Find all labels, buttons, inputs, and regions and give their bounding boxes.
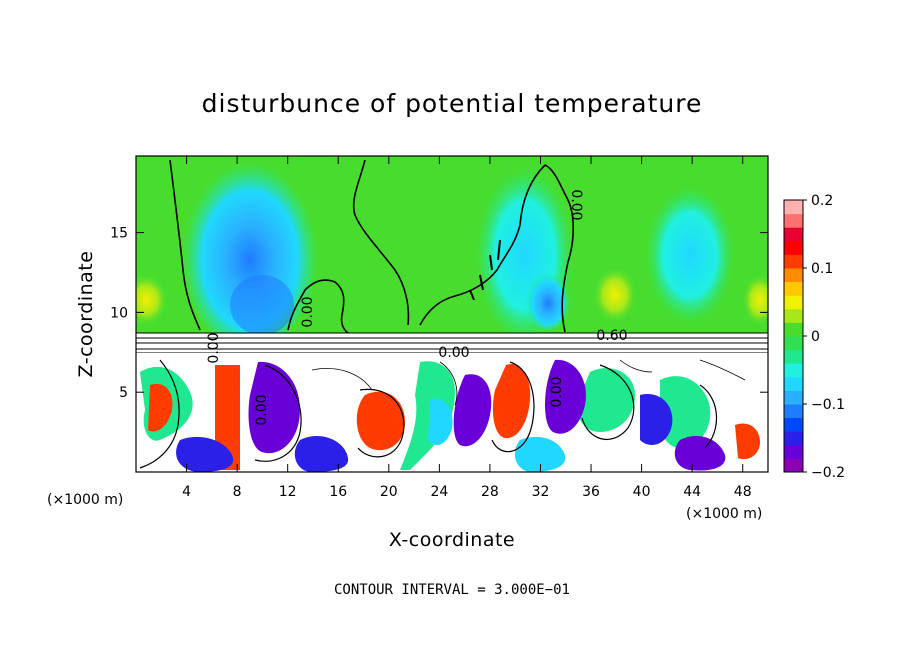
contour-line [169,159,351,335]
colorbar-tick-label: −0.1 [811,397,845,413]
contour-label: 0.00 [206,332,222,363]
x-tick-label: 32 [532,484,550,500]
colorbar-tick-label: 0.2 [811,193,833,209]
colorbar-swatch [784,390,803,405]
colorbar-swatch [784,322,803,337]
colorbar-tick-label: 0.1 [811,261,833,277]
colorbar-swatch [784,200,803,215]
colorbar-swatch [784,268,803,283]
lower-contours [139,359,718,469]
colorbar-swatch [784,404,803,419]
y-tick-label: 10 [110,305,128,321]
anomaly-yellow-far [742,274,768,326]
x-tick-label: 8 [233,484,242,500]
contour-label: 0.00 [300,296,316,327]
y-unit-label: (×1000 m) [47,492,123,508]
x-tick-label: 12 [279,484,297,500]
lower-green-swirls [140,361,711,470]
colorbar-swatch [784,458,803,473]
x-tick-label: 40 [633,484,651,500]
contour-label: 0.00 [254,394,270,425]
x-axis-label: X-coordinate [389,529,515,551]
lower-blue-swirls [176,394,673,472]
colorbar-swatch [784,254,803,269]
lower-contours-thin [311,359,746,406]
colorbar-swatch [784,363,803,378]
colorbar-tick-label: 0 [811,329,820,345]
colorbar-swatch [784,417,803,432]
y-tick-label: 15 [110,226,128,242]
y-axis-label: Z-coordinate [75,251,97,378]
colorbar-swatch [784,295,803,310]
contour-line [544,164,574,333]
colorbar-ticks: 0.2 0.1 0 −0.1 −0.2 [803,193,845,481]
lower-purple-swirls [248,359,726,471]
anomaly-cyan-mid [645,185,735,325]
colorbar-swatch [784,336,803,351]
colorbar-swatch [784,240,803,255]
contour-interval-note: CONTOUR INTERVAL = 3.000E−01 [334,582,570,598]
contour-label: 0.60 [596,328,627,344]
colorbar [784,200,803,473]
chart-title: disturbunce of potential temperature [202,89,703,118]
x-tick-label: 48 [734,484,752,500]
y-axis: 5 10 15 [110,226,768,401]
x-tick-label: 20 [380,484,398,500]
x-unit-label: (×1000 m) [686,506,762,522]
colorbar-swatch [784,444,803,459]
plot-frame [135,155,769,473]
contour-label: 0.00 [438,345,469,361]
x-tick-label: 4 [182,484,191,500]
contour-line [469,239,501,301]
anomaly-yellow-right [593,267,637,323]
x-axis: 4 8 12 16 20 24 28 32 36 40 44 48 [182,156,752,500]
plot-area [136,156,768,472]
contour-line [352,159,546,326]
contour-label: 0.00 [568,189,584,220]
colorbar-swatch [784,281,803,296]
colorbar-swatch [784,376,803,391]
colorbar-swatch [784,213,803,228]
x-tick-label: 36 [582,484,600,500]
y-tick-label: 5 [119,385,128,401]
x-tick-label: 28 [481,484,499,500]
x-tick-label: 16 [329,484,347,500]
colorbar-tick-label: −0.2 [811,465,845,481]
colorbar-swatch [784,227,803,242]
x-tick-label: 24 [430,484,448,500]
colorbar-swatch [784,308,803,323]
colorbar-swatch [784,349,803,364]
x-tick-label: 44 [683,484,701,500]
anomaly-blue-right [526,270,570,330]
anomaly-blue-core [230,275,294,335]
anomaly-yellow-left [136,274,168,326]
colorbar-swatch [784,431,803,446]
band-lines [136,332,768,354]
contour-label: 0.00 [549,376,565,407]
lower-cyan-swirls [428,399,566,472]
